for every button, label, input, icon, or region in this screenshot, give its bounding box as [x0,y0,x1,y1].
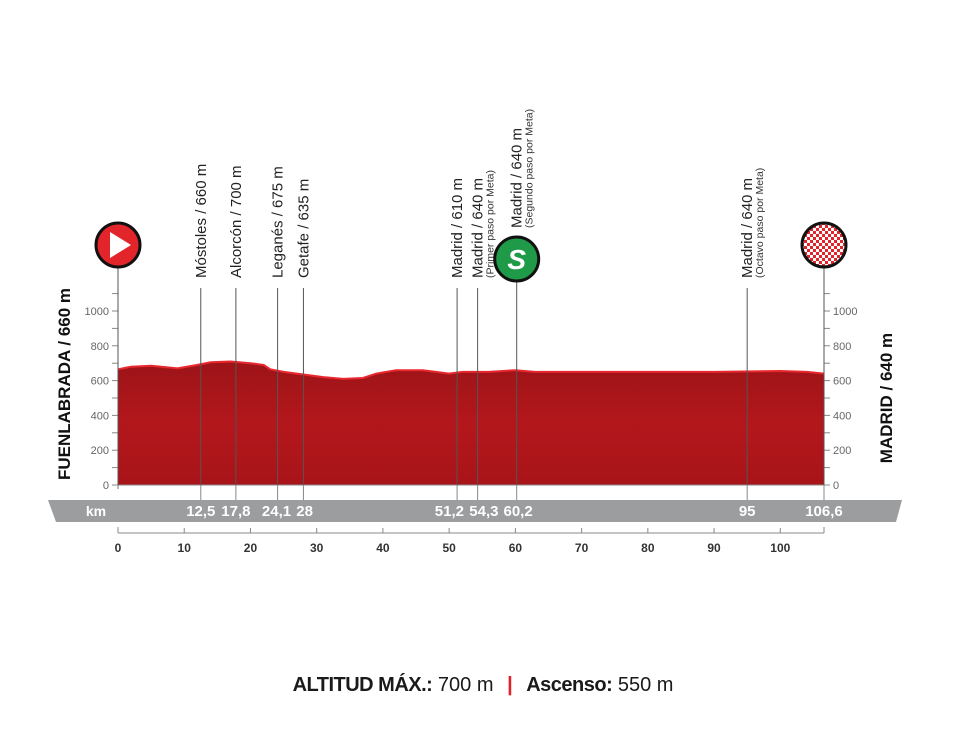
waypoint-km-label: 95 [739,503,756,520]
waypoint-km-label: 28 [296,503,313,520]
waypoint-label: Madrid / 610 m [449,178,466,278]
separator: | [507,674,513,696]
y-tick-label: 600 [91,376,109,388]
waypoint-name: Madrid / 610 m [449,178,466,278]
x-tick-label: 0 [115,541,122,555]
y-tick-label: 0 [103,480,109,492]
x-tick-label: 70 [575,541,589,555]
waypoint-km-label: 60,2 [503,503,532,520]
profile-area [118,361,824,485]
ascent-label: Ascenso: [526,674,613,696]
y-tick-label: 400 [833,410,851,422]
x-tick-label: 100 [770,541,790,555]
y-tick-label: 1000 [85,306,109,318]
waypoint-name: Madrid / 640 m [509,128,526,228]
stage-summary: ALTITUD MÁX.: 700 m | Ascenso: 550 m [0,674,966,697]
waypoint-km-label: 54,3 [469,503,498,520]
x-tick-label: 40 [376,541,390,555]
play-icon [110,232,131,258]
km-label: km [86,503,106,519]
x-tick-label: 10 [178,541,192,555]
max-altitude-label: ALTITUD MÁX.: [292,674,433,696]
x-tick-label: 50 [442,541,456,555]
finish-flag-icon [800,221,848,269]
waypoint-note: (Octavo paso por Meta) [754,168,766,278]
x-tick-label: 90 [707,541,721,555]
y-tick-label: 0 [833,480,839,492]
waypoint-km-label: 106,6 [805,503,843,520]
start-label: FUENLABRADA / 660 m [55,288,74,480]
waypoint-label: Alcorcón / 700 m [228,165,245,278]
waypoint-km-label: 12,5 [186,503,215,520]
waypoint-label: Madrid / 640 m(Octavo paso por Meta) [739,168,766,278]
x-tick-label: 30 [310,541,324,555]
x-tick-label: 60 [509,541,523,555]
waypoint-name: Getafe / 635 m [295,179,312,278]
max-altitude-value: 700 m [437,674,494,696]
y-tick-label: 800 [91,341,109,353]
waypoint-km-label: 17,8 [221,503,250,520]
waypoint-name: Madrid / 640 m [739,178,756,278]
waypoint-note: (Primer paso por Meta) [485,170,497,278]
x-tick-label: 20 [244,541,258,555]
y-tick-label: 600 [833,376,851,388]
waypoint-label: Madrid / 640 m(Primer paso por Meta) [470,170,497,278]
waypoint-name: Madrid / 640 m [470,178,487,278]
waypoint-km-label: 51,2 [435,503,464,520]
sprint-icon-letter: S [507,244,526,275]
y-tick-label: 1000 [833,306,857,318]
finish-label: MADRID / 640 m [877,333,896,463]
waypoint-label: Madrid / 640 m(Segundo paso por Meta) [509,109,536,228]
waypoint-label: Leganés / 675 m [270,166,287,278]
waypoint-label: Móstoles / 660 m [193,164,210,278]
waypoint-name: Leganés / 675 m [270,166,287,278]
y-tick-label: 200 [91,445,109,457]
waypoint-name: Móstoles / 660 m [193,164,210,278]
profile-ridge [117,360,825,380]
waypoint-note: (Segundo paso por Meta) [524,109,536,228]
sprint-icon [493,235,541,283]
km-band [48,500,902,522]
stage-profile-chart: 0200400600800100002004006008001000kmMóst… [48,109,902,555]
y-tick-label: 400 [91,410,109,422]
waypoint-name: Alcorcón / 700 m [228,165,245,278]
waypoint-km-label: 24,1 [262,503,291,520]
y-tick-label: 800 [833,341,851,353]
y-tick-label: 200 [833,445,851,457]
waypoint-label: Getafe / 635 m [295,179,312,278]
ascent-value: 550 m [617,674,674,696]
x-tick-label: 80 [641,541,655,555]
